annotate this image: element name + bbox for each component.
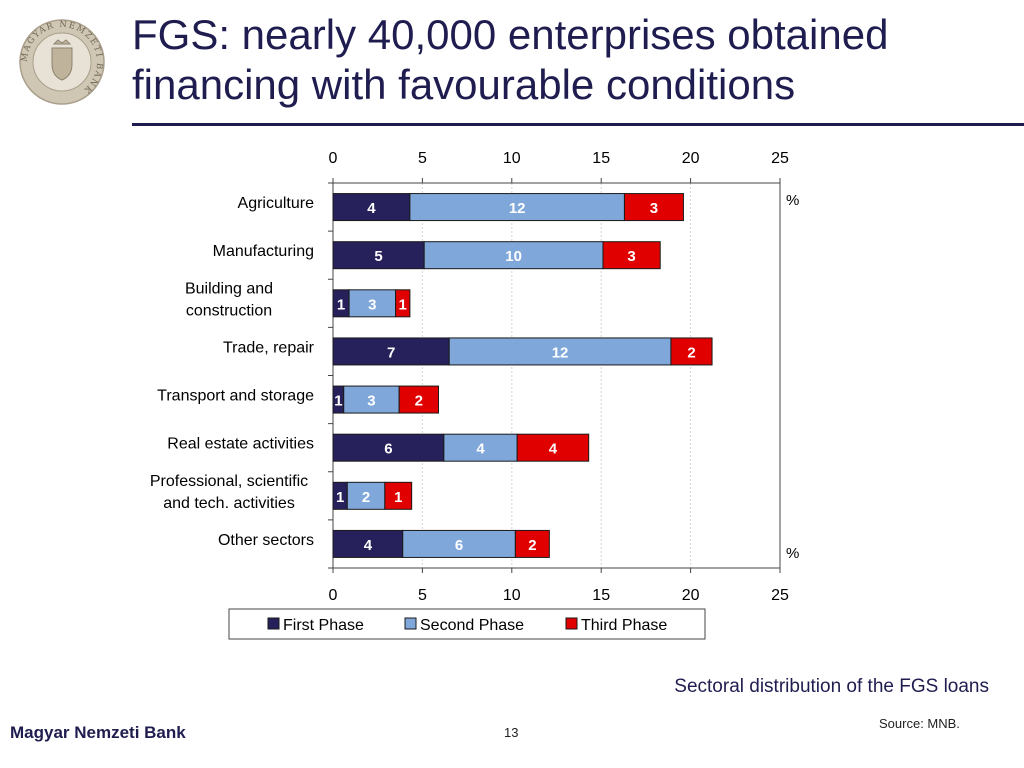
data-label: 4 (367, 200, 376, 217)
bar-segment (398, 385, 439, 414)
data-label: 7 (387, 344, 395, 361)
data-label: 5 (374, 248, 382, 265)
data-label: 6 (384, 441, 392, 458)
unit-label-bottom: % (786, 545, 799, 562)
x-tick-label-bottom: 0 (329, 587, 338, 604)
x-tick-label-top: 20 (682, 150, 700, 167)
legend-label: Second Phase (420, 617, 524, 634)
data-label: 3 (650, 200, 658, 217)
mnb-seal-logo: MAGYAR NEMZETI BANK (19, 19, 105, 105)
bar-segment (332, 433, 445, 462)
data-label: 3 (627, 248, 635, 265)
x-tick-label-top: 5 (418, 150, 427, 167)
bar-segment (402, 529, 516, 558)
category-label: Real estate activities (167, 436, 314, 453)
data-label: 4 (364, 537, 373, 554)
data-label: 3 (367, 393, 375, 410)
data-label: 2 (415, 393, 423, 410)
bar-segment (384, 481, 413, 510)
data-label: 4 (476, 441, 485, 458)
category-label: Trade, repair (223, 339, 315, 356)
bar-segment (670, 337, 713, 366)
bar-segment (332, 337, 450, 366)
data-label: 12 (552, 344, 569, 361)
data-label: 4 (549, 441, 558, 458)
page-number: 13 (504, 725, 519, 740)
bar-segment (348, 289, 397, 318)
data-label: 1 (394, 489, 402, 506)
x-tick-label-bottom: 10 (503, 587, 521, 604)
data-label: 1 (337, 296, 345, 313)
category-label: construction (186, 302, 272, 319)
legend-swatch (565, 617, 578, 630)
bar-segment (443, 433, 518, 462)
legend-swatch (404, 617, 417, 630)
bar-segment (332, 241, 425, 270)
data-label: 1 (399, 296, 407, 313)
plot-frame (332, 182, 781, 569)
data-label: 3 (368, 296, 376, 313)
data-label: 2 (528, 537, 536, 554)
x-tick-label-bottom: 15 (592, 587, 610, 604)
bar-segment (409, 193, 625, 222)
category-label: and tech. activities (163, 495, 295, 512)
data-label: 6 (455, 537, 463, 554)
x-tick-label-top: 15 (592, 150, 610, 167)
category-label: Building and (185, 280, 273, 297)
legend-swatch (267, 617, 280, 630)
unit-label-top: % (786, 192, 799, 209)
legend-label: First Phase (283, 617, 364, 634)
page-title: FGS: nearly 40,000 enterprises obtained … (132, 11, 889, 108)
data-label: 2 (362, 489, 370, 506)
x-tick-label-top: 25 (771, 150, 789, 167)
data-label: 10 (505, 248, 522, 265)
data-label: 12 (509, 200, 526, 217)
legend-box (228, 608, 706, 640)
footer-bank-name: Magyar Nemzeti Bank (10, 723, 186, 742)
bar-segment (514, 529, 550, 558)
category-label: Other sectors (218, 532, 314, 549)
bar-segment (343, 385, 400, 414)
data-label: 1 (336, 489, 344, 506)
legend-label: Third Phase (581, 617, 667, 634)
data-label: 2 (687, 344, 695, 361)
category-label: Transport and storage (157, 388, 314, 405)
x-tick-label-top: 10 (503, 150, 521, 167)
bar-segment (395, 289, 411, 318)
bar-segment (602, 241, 661, 270)
category-label: Professional, scientific (150, 473, 308, 490)
bar-segment (623, 193, 684, 222)
bar-segment (332, 193, 411, 222)
title-divider (132, 123, 1024, 126)
x-tick-label-bottom: 5 (418, 587, 427, 604)
chart-caption: Sectoral distribution of the FGS loans (674, 676, 989, 697)
bar-segment (448, 337, 672, 366)
bar-segment (346, 481, 386, 510)
data-label: 1 (334, 393, 342, 410)
bar-segment (332, 529, 404, 558)
x-tick-label-bottom: 20 (682, 587, 700, 604)
x-tick-label-bottom: 25 (771, 587, 789, 604)
category-label: Agriculture (238, 195, 315, 212)
x-tick-label-top: 0 (329, 150, 338, 167)
category-label: Manufacturing (213, 243, 314, 260)
source-note: Source: MNB. (879, 716, 960, 731)
bar-segment (516, 433, 590, 462)
